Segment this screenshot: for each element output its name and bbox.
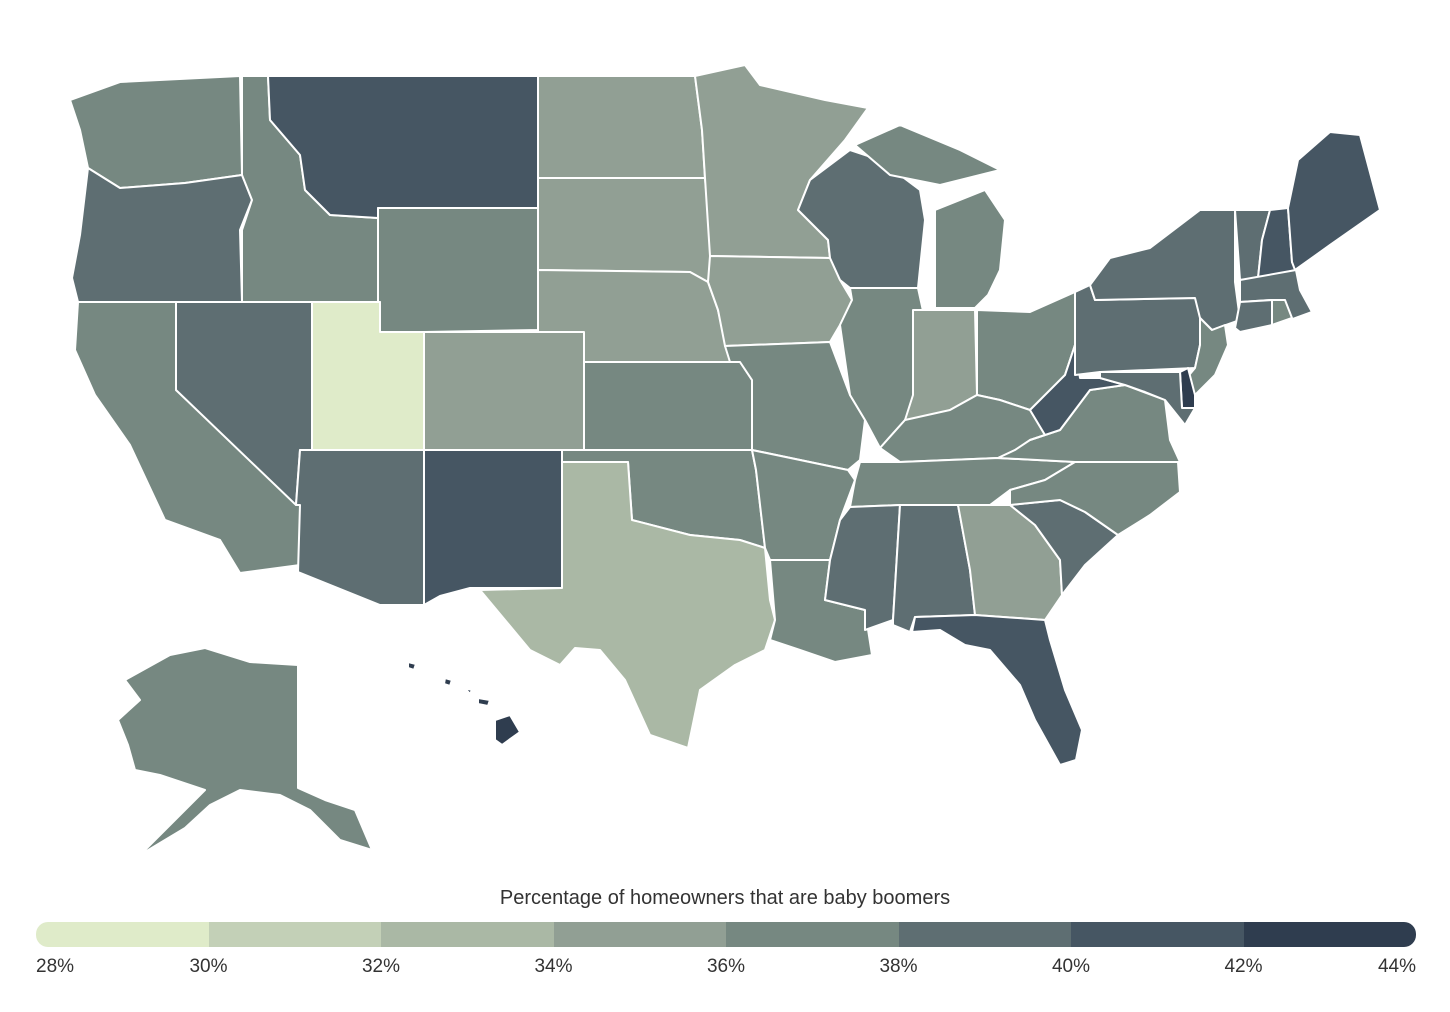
legend-tick-label: 28% — [36, 956, 75, 977]
legend-tick-label: 38% — [879, 956, 918, 977]
state-ct — [1234, 299, 1273, 333]
state-nd — [537, 75, 706, 179]
state-tx — [479, 461, 776, 749]
state-wa — [69, 75, 243, 189]
legend-tick-label: 36% — [706, 956, 746, 977]
legend-tick-label: 40% — [1051, 956, 1091, 977]
legend-swatch-8 — [1243, 922, 1416, 947]
legend-swatch-6 — [898, 922, 1071, 947]
state-ny — [1089, 209, 1241, 331]
state-co — [423, 331, 585, 451]
legend-tick-label: 44% — [1377, 956, 1416, 977]
legend-swatch-4 — [553, 922, 726, 947]
legend-swatch-7 — [1071, 922, 1244, 947]
legend-tick-label: 30% — [189, 956, 228, 977]
state-wy — [377, 207, 539, 333]
state-ks — [583, 361, 753, 451]
legend-swatch-1 — [36, 922, 209, 947]
state-mi — [854, 124, 1006, 309]
legend-swatch-2 — [208, 922, 381, 947]
state-ia — [707, 255, 853, 347]
legend-swatch-5 — [726, 922, 899, 947]
legend-tick-label: 42% — [1224, 956, 1263, 977]
state-md — [1099, 371, 1196, 426]
state-ak — [117, 647, 373, 856]
legend-title: Percentage of homeowners that are baby b… — [499, 887, 951, 909]
state-hi — [407, 661, 521, 746]
us-map — [69, 64, 1381, 856]
legend-swatch-3 — [381, 922, 554, 947]
state-sd — [537, 177, 713, 283]
legend-tick-label: 32% — [361, 956, 401, 977]
legend-color-bar — [36, 922, 1416, 947]
state-ri — [1271, 299, 1293, 326]
state-nc — [1009, 461, 1181, 536]
state-or — [71, 167, 253, 303]
state-az — [295, 449, 425, 606]
state-nj — [1184, 317, 1229, 396]
state-me — [1287, 131, 1381, 271]
legend-tick-label: 34% — [534, 956, 573, 977]
state-nm — [423, 449, 563, 606]
state-fl — [911, 614, 1083, 766]
